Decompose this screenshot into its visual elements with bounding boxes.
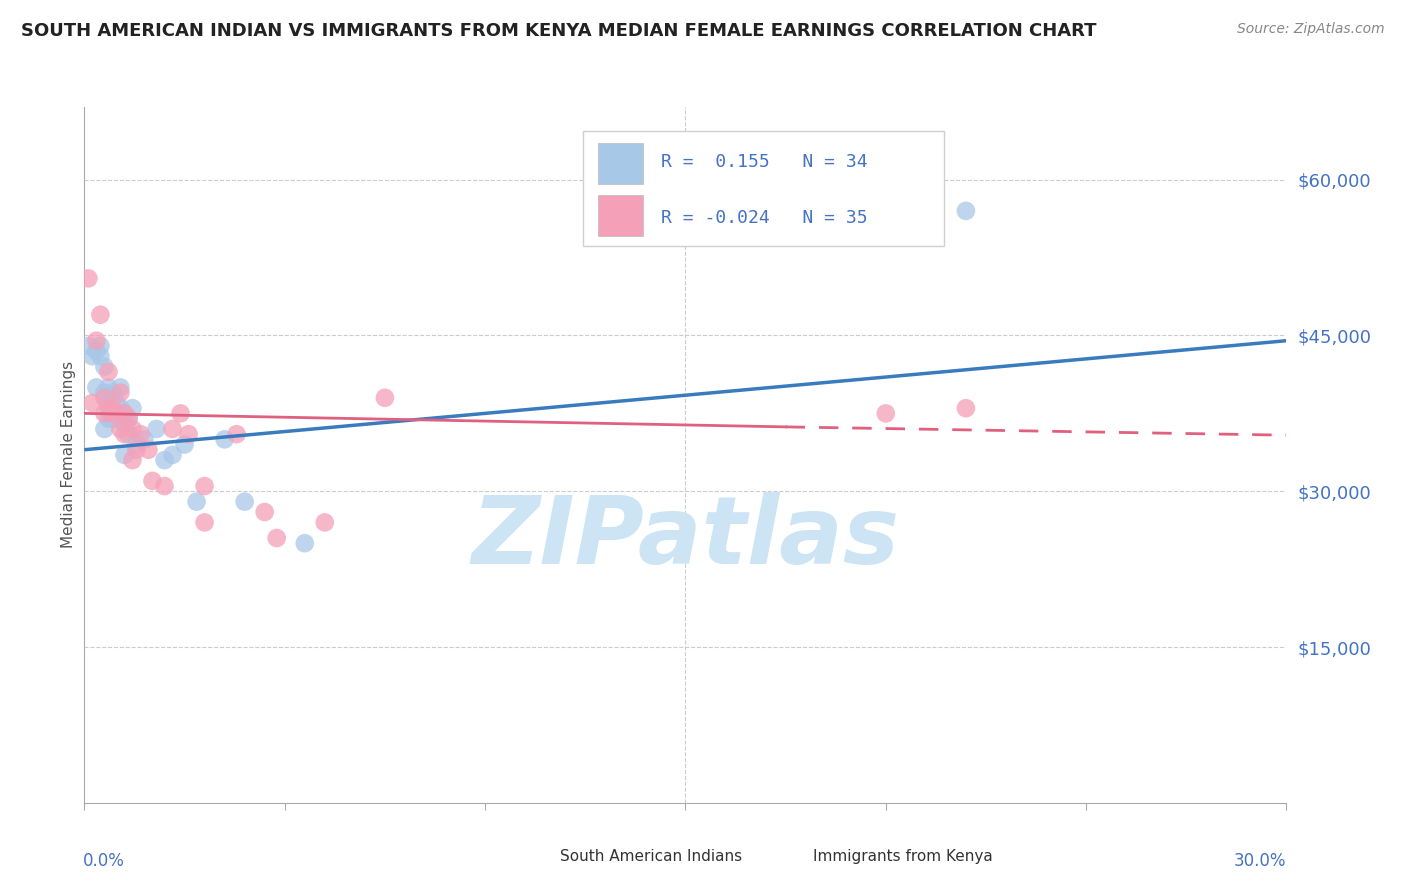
Point — [194, 479, 217, 493]
Point — [86, 344, 108, 359]
Point — [125, 442, 148, 457]
Text: 30.0%: 30.0% — [1234, 852, 1286, 870]
Point — [141, 474, 163, 488]
Point — [153, 453, 176, 467]
Point — [173, 437, 195, 451]
Point — [266, 531, 288, 545]
Point — [93, 391, 115, 405]
Point — [105, 411, 128, 425]
Point — [89, 308, 111, 322]
Point — [82, 396, 104, 410]
Point — [955, 203, 977, 218]
Text: Source: ZipAtlas.com: Source: ZipAtlas.com — [1237, 22, 1385, 37]
Point — [77, 271, 100, 285]
Point — [114, 406, 135, 420]
Point — [117, 427, 139, 442]
Text: ZIPatlas: ZIPatlas — [471, 492, 900, 584]
Point — [97, 365, 120, 379]
Point — [101, 385, 124, 400]
Point — [86, 380, 108, 394]
Text: 0.0%: 0.0% — [83, 852, 125, 870]
Point — [314, 516, 336, 530]
FancyBboxPatch shape — [517, 846, 551, 868]
Point — [294, 536, 316, 550]
Text: R =  0.155   N = 34: R = 0.155 N = 34 — [661, 153, 868, 171]
Point — [110, 422, 132, 436]
Point — [86, 334, 108, 348]
Point — [97, 380, 120, 394]
Point — [117, 411, 139, 425]
Point — [162, 448, 184, 462]
Point — [186, 494, 208, 508]
Point — [97, 396, 120, 410]
Point — [93, 406, 115, 420]
Point — [101, 406, 124, 420]
Point — [169, 406, 191, 420]
Point — [89, 349, 111, 363]
FancyBboxPatch shape — [598, 195, 644, 235]
Text: Immigrants from Kenya: Immigrants from Kenya — [813, 849, 993, 863]
Point — [117, 411, 139, 425]
Point — [129, 427, 152, 442]
Point — [93, 385, 115, 400]
Point — [125, 437, 148, 451]
Point — [105, 396, 128, 410]
Point — [875, 406, 897, 420]
Text: R = -0.024   N = 35: R = -0.024 N = 35 — [661, 210, 868, 227]
FancyBboxPatch shape — [598, 144, 644, 184]
Point — [121, 422, 143, 436]
Point — [162, 422, 184, 436]
Point — [177, 427, 200, 442]
Text: South American Indians: South American Indians — [561, 849, 742, 863]
Point — [233, 494, 256, 508]
Point — [114, 417, 135, 431]
Point — [82, 349, 104, 363]
Point — [93, 422, 115, 436]
Y-axis label: Median Female Earnings: Median Female Earnings — [60, 361, 76, 549]
Point — [214, 433, 236, 447]
Point — [110, 385, 132, 400]
Point — [101, 401, 124, 416]
Point — [153, 479, 176, 493]
Point — [253, 505, 276, 519]
Point — [101, 411, 124, 425]
Point — [121, 453, 143, 467]
Point — [145, 422, 167, 436]
Point — [225, 427, 247, 442]
Point — [121, 401, 143, 416]
Point — [77, 339, 100, 353]
Point — [374, 391, 396, 405]
Point — [955, 401, 977, 416]
Point — [97, 411, 120, 425]
Point — [93, 359, 115, 374]
Point — [138, 442, 160, 457]
Point — [134, 433, 156, 447]
Point — [105, 406, 128, 420]
Point — [110, 401, 132, 416]
FancyBboxPatch shape — [769, 846, 803, 868]
FancyBboxPatch shape — [583, 131, 943, 246]
Text: SOUTH AMERICAN INDIAN VS IMMIGRANTS FROM KENYA MEDIAN FEMALE EARNINGS CORRELATIO: SOUTH AMERICAN INDIAN VS IMMIGRANTS FROM… — [21, 22, 1097, 40]
Point — [194, 516, 217, 530]
Point — [110, 380, 132, 394]
Point — [114, 448, 135, 462]
Point — [89, 339, 111, 353]
Point — [97, 401, 120, 416]
Point — [114, 427, 135, 442]
